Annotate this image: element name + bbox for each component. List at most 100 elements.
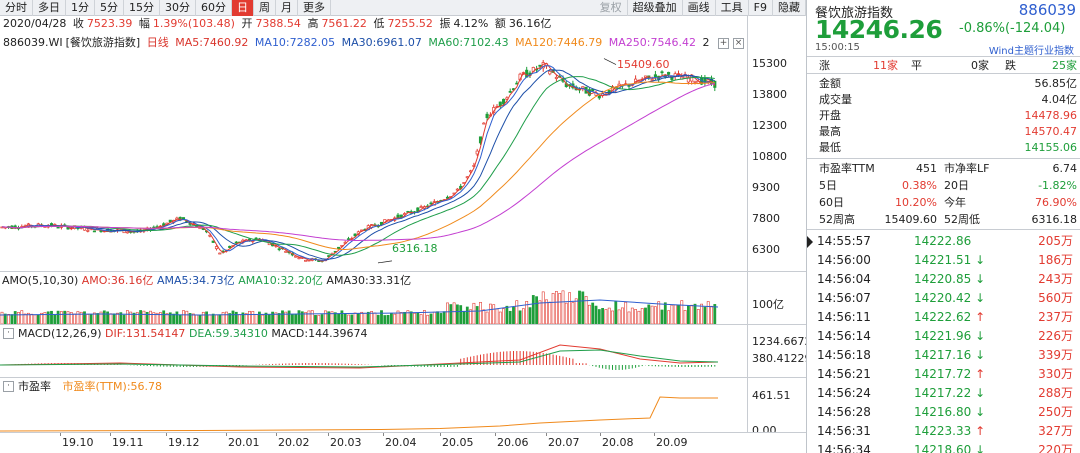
tick-price: 14223.33 ↑ (914, 424, 986, 438)
amo-bar (383, 315, 387, 324)
period-tab-7[interactable]: 日 (232, 0, 254, 16)
candlestick-chart[interactable] (0, 52, 748, 270)
period-tab-3[interactable]: 5分 (95, 0, 124, 16)
quote-high-label: 高 (307, 17, 319, 30)
amo-bar (13, 311, 17, 324)
amo-bar (96, 313, 100, 324)
divider (807, 56, 1080, 57)
ma60-line (1, 76, 715, 256)
amo-bar (492, 304, 496, 324)
ratio-label: 52周低 (944, 213, 980, 226)
tick-time: 14:56:21 (817, 367, 871, 381)
period-tab-6[interactable]: 60分 (196, 0, 232, 16)
amo-bar (89, 314, 93, 324)
candle-body (125, 231, 129, 234)
candle-body (56, 226, 60, 229)
period-tab-0[interactable]: 分时 (0, 0, 33, 16)
candle-body (686, 77, 690, 83)
tick-row: 14:56:34 14218.60 ↓ 220万 (817, 441, 1079, 453)
amo-bars[interactable] (0, 288, 748, 324)
breadth-row: 涨 11家 平 0家 跌 25家 (819, 58, 1077, 73)
period-toolbar: 分时 多日 1分 5分 15分 30分 60分日周月更多 复权 超级叠加 画线 工具 F9 隐藏 (0, 0, 806, 16)
amo-bar (386, 314, 390, 324)
stat-label: 最高 (819, 125, 841, 138)
amo-bar (686, 305, 690, 324)
quote-low-label: 低 (373, 17, 385, 30)
period-tab-2[interactable]: 1分 (66, 0, 95, 16)
ratio-value: 6.74 (1052, 162, 1078, 175)
toolbar-button-2[interactable]: 画线 (683, 0, 716, 16)
tick-time: 14:56:14 (817, 329, 871, 343)
toolbar-button-1[interactable]: 超级叠加 (628, 0, 683, 16)
amo-bar (112, 313, 116, 324)
macd-value: MACD:144.39674 (271, 327, 368, 340)
period-tab-1[interactable]: 多日 (33, 0, 66, 16)
tick-time: 14:56:34 (817, 443, 871, 453)
amo-bar (59, 311, 63, 324)
period-tab-9[interactable]: 月 (276, 0, 298, 16)
pe-series-line (0, 396, 718, 432)
amo-bar (310, 310, 314, 324)
candle-body (234, 241, 238, 244)
toolbar-button-3[interactable]: 工具 (716, 0, 749, 16)
flat-count: 0家 (971, 59, 989, 72)
amo-bar (545, 299, 548, 324)
pe-line[interactable] (0, 392, 748, 433)
collapse-arrow-icon[interactable] (807, 236, 813, 248)
amo-bar (515, 300, 519, 324)
divider (807, 73, 1080, 74)
index-code-label: 886039 (1018, 1, 1076, 19)
amo-bar (607, 307, 611, 324)
close-icon[interactable]: × (733, 38, 744, 49)
x-axis-label: 20.05 (442, 436, 474, 449)
amo-bar (320, 314, 324, 324)
candle-body (650, 79, 654, 81)
toolbar-button-0[interactable]: 复权 (595, 0, 628, 16)
period-tab-5[interactable]: 30分 (160, 0, 196, 16)
period-tab-8[interactable]: 周 (254, 0, 276, 16)
amo-bar (116, 312, 119, 324)
amo-bar (337, 313, 341, 324)
tick-price: 14218.60 ↓ (914, 441, 985, 453)
period-tab-10[interactable]: 更多 (298, 0, 331, 16)
macd-panel: · MACD(12,26,9) DIF:131.54147 DEA:59.343… (0, 324, 806, 376)
stat-value: 14155.06 (1024, 141, 1078, 154)
period-tab-4[interactable]: 15分 (124, 0, 160, 16)
quote-amp: 1.39%(103.48) (152, 17, 235, 30)
amo-bar (284, 311, 288, 324)
index-name: [餐饮旅游指数] (65, 36, 141, 49)
amo-bar (241, 312, 245, 324)
amo-bar (73, 313, 77, 324)
candle-body (455, 188, 459, 191)
tick-price: 14220.42 ↓ (914, 291, 986, 305)
panel-menu-icon[interactable]: · (3, 381, 14, 392)
expand-icon[interactable]: + (718, 38, 729, 49)
toolbar-button-4[interactable]: F9 (749, 0, 773, 16)
amo-bar (188, 313, 192, 324)
ratio-label: 今年 (944, 196, 966, 209)
amo-bar (46, 311, 50, 324)
x-tick-mark (226, 433, 227, 436)
amo-bar (149, 310, 152, 324)
wind-index-link[interactable]: Wind主题行业指数 (988, 46, 1074, 57)
stat-value: 56.85亿 (1034, 77, 1078, 90)
amo-bar (30, 313, 34, 324)
amo-bar (340, 310, 344, 324)
x-axis-label: 20.09 (656, 436, 688, 449)
candle-body (445, 196, 450, 199)
amo-bar (366, 311, 370, 324)
x-axis-label: 20.07 (548, 436, 580, 449)
amo-bar (182, 310, 185, 324)
tick-volume: 250万 (1038, 405, 1073, 419)
amo-bar (53, 314, 57, 324)
stat-row: 开盘 14478.96 (819, 108, 1077, 123)
ratio-row: 5日 0.38% 20日 -1.82% (819, 178, 1077, 193)
macd-histogram[interactable] (0, 341, 748, 377)
down-count: 25家 (1052, 59, 1077, 72)
panel-menu-icon[interactable]: · (3, 328, 14, 339)
x-tick-mark (495, 433, 496, 436)
amo-bar (479, 301, 482, 324)
ama5-value: AMA5:34.73亿 (156, 274, 235, 287)
toolbar-button-5[interactable]: 隐藏 (773, 0, 806, 16)
